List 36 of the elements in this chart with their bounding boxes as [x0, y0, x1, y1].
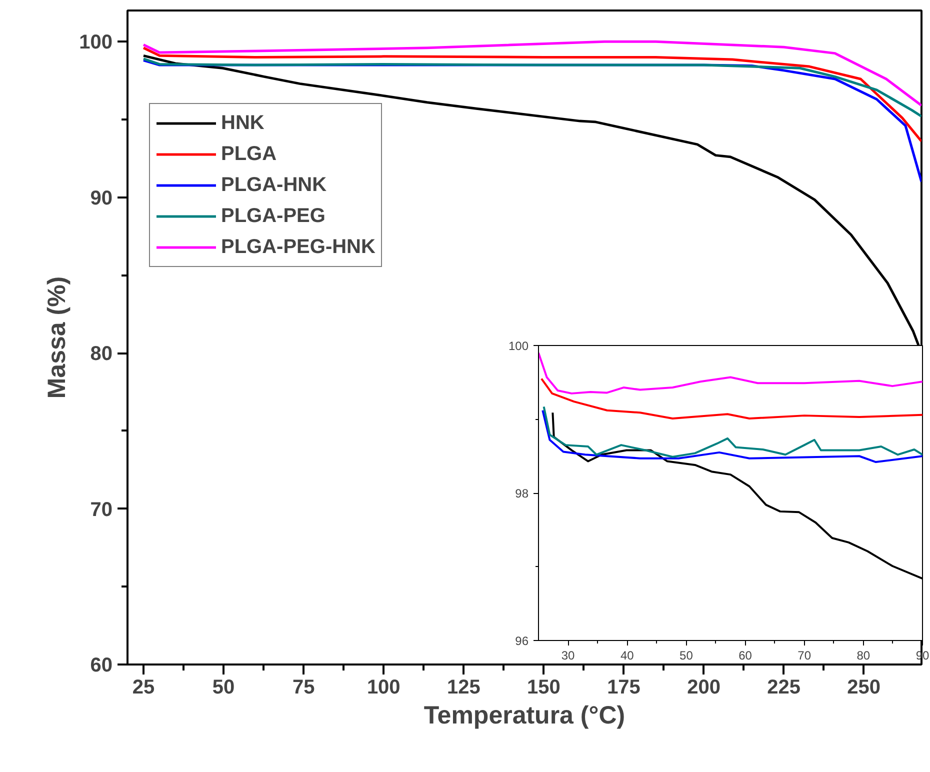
- line-series: [540, 378, 922, 420]
- line-series: [542, 409, 922, 464]
- line-series: [142, 40, 922, 107]
- y-tick-label: 90: [90, 187, 113, 210]
- line-series: [538, 352, 922, 394]
- line-series: [142, 46, 922, 143]
- y-tick-label: 98: [515, 486, 529, 500]
- x-tick-label: 175: [607, 676, 640, 698]
- y-axis-title: Massa (%): [43, 276, 72, 399]
- x-tick-label: 25: [132, 676, 155, 698]
- y-tick-label: 80: [90, 343, 113, 366]
- x-tick-label: 150: [527, 676, 560, 698]
- y-tick-label: 96: [515, 634, 529, 648]
- y-tick-label: 100: [79, 32, 113, 54]
- legend-label: HNK: [221, 110, 264, 136]
- x-tick-label: 30: [561, 648, 576, 662]
- x-tick-label: 50: [680, 648, 694, 662]
- line-series: [542, 406, 922, 458]
- x-axis-title: Temperatura (°C): [424, 702, 626, 730]
- legend-label: PLGA: [221, 142, 277, 166]
- x-tick-label: 125: [446, 676, 480, 698]
- x-tick-label: 75: [292, 676, 315, 698]
- x-tick-label: 80: [856, 648, 870, 662]
- x-tick-label: 60: [738, 648, 752, 662]
- x-tick-label: 50: [212, 676, 235, 698]
- y-tick-label: 100: [508, 339, 529, 353]
- x-tick-label: 100: [366, 676, 400, 698]
- legend-label: PLGA-PEG-HNK: [221, 234, 376, 260]
- x-tick-label: 250: [847, 676, 881, 698]
- x-tick-label: 225: [767, 676, 801, 698]
- legend-label: PLGA-PEG: [221, 204, 326, 228]
- x-tick-label: 70: [798, 648, 812, 662]
- y-tick-label: 70: [90, 498, 113, 521]
- x-tick-label: 200: [687, 676, 720, 698]
- x-tick-label: 40: [620, 648, 634, 662]
- legend-label: PLGA-HNK: [221, 172, 327, 198]
